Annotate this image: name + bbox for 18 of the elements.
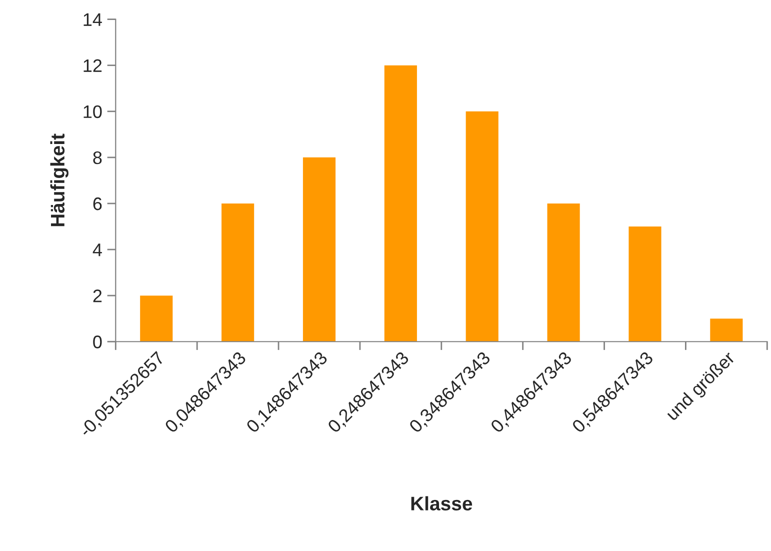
- bar: [302, 157, 336, 342]
- y-tick-label: 6: [93, 197, 102, 210]
- y-tick-label: 8: [93, 151, 102, 164]
- y-tick-label: 12: [84, 59, 102, 72]
- bar: [710, 318, 743, 342]
- bar: [628, 226, 662, 342]
- y-axis-title: Häufigkeit: [50, 134, 68, 226]
- y-tick-label: 14: [84, 13, 102, 26]
- bar: [547, 203, 580, 342]
- y-tick-label: 4: [92, 244, 102, 256]
- bar: [466, 111, 498, 342]
- y-tick-label: 10: [84, 105, 102, 118]
- y-tick-label: 0: [93, 336, 102, 348]
- bar: [222, 203, 254, 342]
- y-tick-label: 2: [93, 290, 102, 302]
- bar: [140, 296, 173, 342]
- bar: [384, 65, 417, 342]
- x-axis-title: Klasse: [411, 496, 472, 510]
